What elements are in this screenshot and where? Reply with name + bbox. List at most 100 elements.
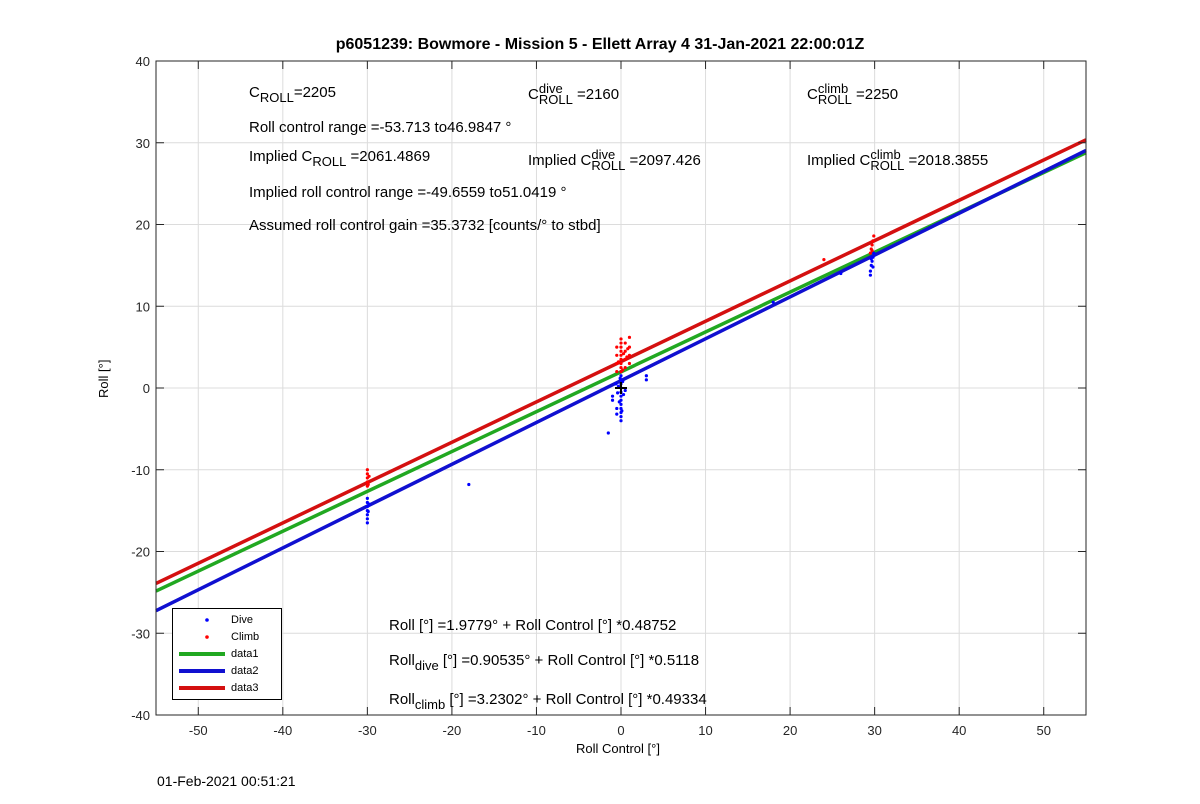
point-climb <box>619 353 623 357</box>
y-tick-label: 20 <box>136 218 150 233</box>
point-dive <box>606 431 610 435</box>
x-tick-label: -30 <box>358 723 377 738</box>
point-climb <box>365 468 369 472</box>
point-climb <box>872 234 876 238</box>
legend-swatch-dive <box>205 618 209 622</box>
point-dive <box>870 259 874 263</box>
point-climb <box>626 347 630 351</box>
point-dive <box>868 273 873 277</box>
point-climb <box>623 349 627 353</box>
c-roll-annotation: CROLL=2205 <box>249 84 336 105</box>
x-tick-label: 40 <box>952 723 966 738</box>
legend-item-dive: Dive <box>173 612 281 628</box>
point-climb <box>868 251 873 255</box>
x-tick-label: -50 <box>189 723 208 738</box>
y-tick-label: -10 <box>131 463 150 478</box>
y-tick-label: -20 <box>131 545 150 560</box>
point-dive <box>365 496 369 500</box>
point-dive <box>365 504 369 509</box>
y-tick-label: 40 <box>136 54 150 69</box>
legend-swatch-climb <box>205 635 209 639</box>
x-tick-label: 20 <box>783 723 797 738</box>
point-dive <box>365 521 369 525</box>
point-climb <box>619 349 623 353</box>
point-climb <box>621 368 625 372</box>
point-dive <box>839 271 843 276</box>
legend-swatch-data2 <box>179 669 225 673</box>
point-climb <box>619 341 623 345</box>
point-climb <box>619 337 623 341</box>
point-dive <box>365 517 369 521</box>
point-dive <box>619 415 623 419</box>
point-dive <box>869 257 873 261</box>
point-dive <box>771 300 775 304</box>
point-climb <box>625 355 629 359</box>
point-dive <box>615 412 619 416</box>
point-dive <box>619 394 623 398</box>
point-climb <box>627 361 632 366</box>
point-dive <box>621 392 626 397</box>
point-climb <box>615 370 619 374</box>
footer-timestamp: 01-Feb-2021 00:51:21 <box>157 773 296 789</box>
x-tick-label: -10 <box>527 723 546 738</box>
point-climb <box>619 345 623 349</box>
point-dive <box>644 374 648 378</box>
y-axis-label: Roll [°] <box>96 359 111 398</box>
point-climb <box>623 341 627 345</box>
x-tick-label: 30 <box>867 723 881 738</box>
point-dive <box>367 502 371 506</box>
point-dive <box>366 509 370 514</box>
point-climb <box>623 365 627 370</box>
x-tick-label: -20 <box>443 723 462 738</box>
point-dive <box>619 374 623 378</box>
point-climb <box>871 239 875 243</box>
point-dive <box>365 513 369 517</box>
point-climb <box>615 353 619 357</box>
point-dive <box>623 388 627 393</box>
point-climb <box>619 357 623 361</box>
x-tick-label: 50 <box>1036 723 1050 738</box>
fit-dive-equation: Rolldive [°] =0.90535° + Roll Control [°… <box>389 652 700 673</box>
point-dive <box>616 391 620 395</box>
point-climb <box>822 258 826 262</box>
point-dive <box>610 394 615 398</box>
point-climb <box>870 249 874 253</box>
fit-all-equation: Roll [°] =1.9779° + Roll Control [°] *0.… <box>389 617 677 634</box>
assumed-gain-annotation: Assumed roll control gain =35.3732 [coun… <box>249 217 601 234</box>
x-axis-label: Roll Control [°] <box>576 741 660 756</box>
axes <box>155 60 1087 716</box>
point-climb <box>619 361 623 366</box>
point-dive <box>615 406 619 411</box>
legend-item-data1: data1 <box>173 646 281 662</box>
point-dive <box>620 409 624 413</box>
point-climb <box>627 353 632 357</box>
legend-swatch-data1 <box>179 652 225 656</box>
point-dive <box>619 402 623 406</box>
legend-item-data3: data3 <box>173 680 281 696</box>
tick-labels: -50 -40 -30 -20 -10 0 10 20 30 40 50 -40 -30 -20 -10 0 1… <box>131 54 1051 738</box>
point-dive <box>618 376 622 380</box>
chart-title: p6051239: Bowmore - Mission 5 - Ellett A… <box>335 36 865 53</box>
point-dive <box>644 378 648 382</box>
point-dive <box>619 406 623 411</box>
point-climb <box>367 474 371 478</box>
series-line-data3 <box>155 138 1087 585</box>
plot-series <box>155 138 1087 613</box>
point-climb <box>627 335 632 339</box>
point-climb <box>616 360 621 364</box>
point-dive <box>872 251 876 255</box>
legend-swatch-data3 <box>179 686 225 690</box>
point-climb <box>615 345 619 349</box>
y-tick-label: -30 <box>131 626 150 641</box>
x-tick-label: -40 <box>273 723 292 738</box>
point-dive <box>868 269 873 273</box>
legend-item-data2: data2 <box>173 663 281 679</box>
y-tick-label: 10 <box>136 299 150 314</box>
point-dive <box>614 382 618 386</box>
x-tick-label: 0 <box>617 723 624 738</box>
